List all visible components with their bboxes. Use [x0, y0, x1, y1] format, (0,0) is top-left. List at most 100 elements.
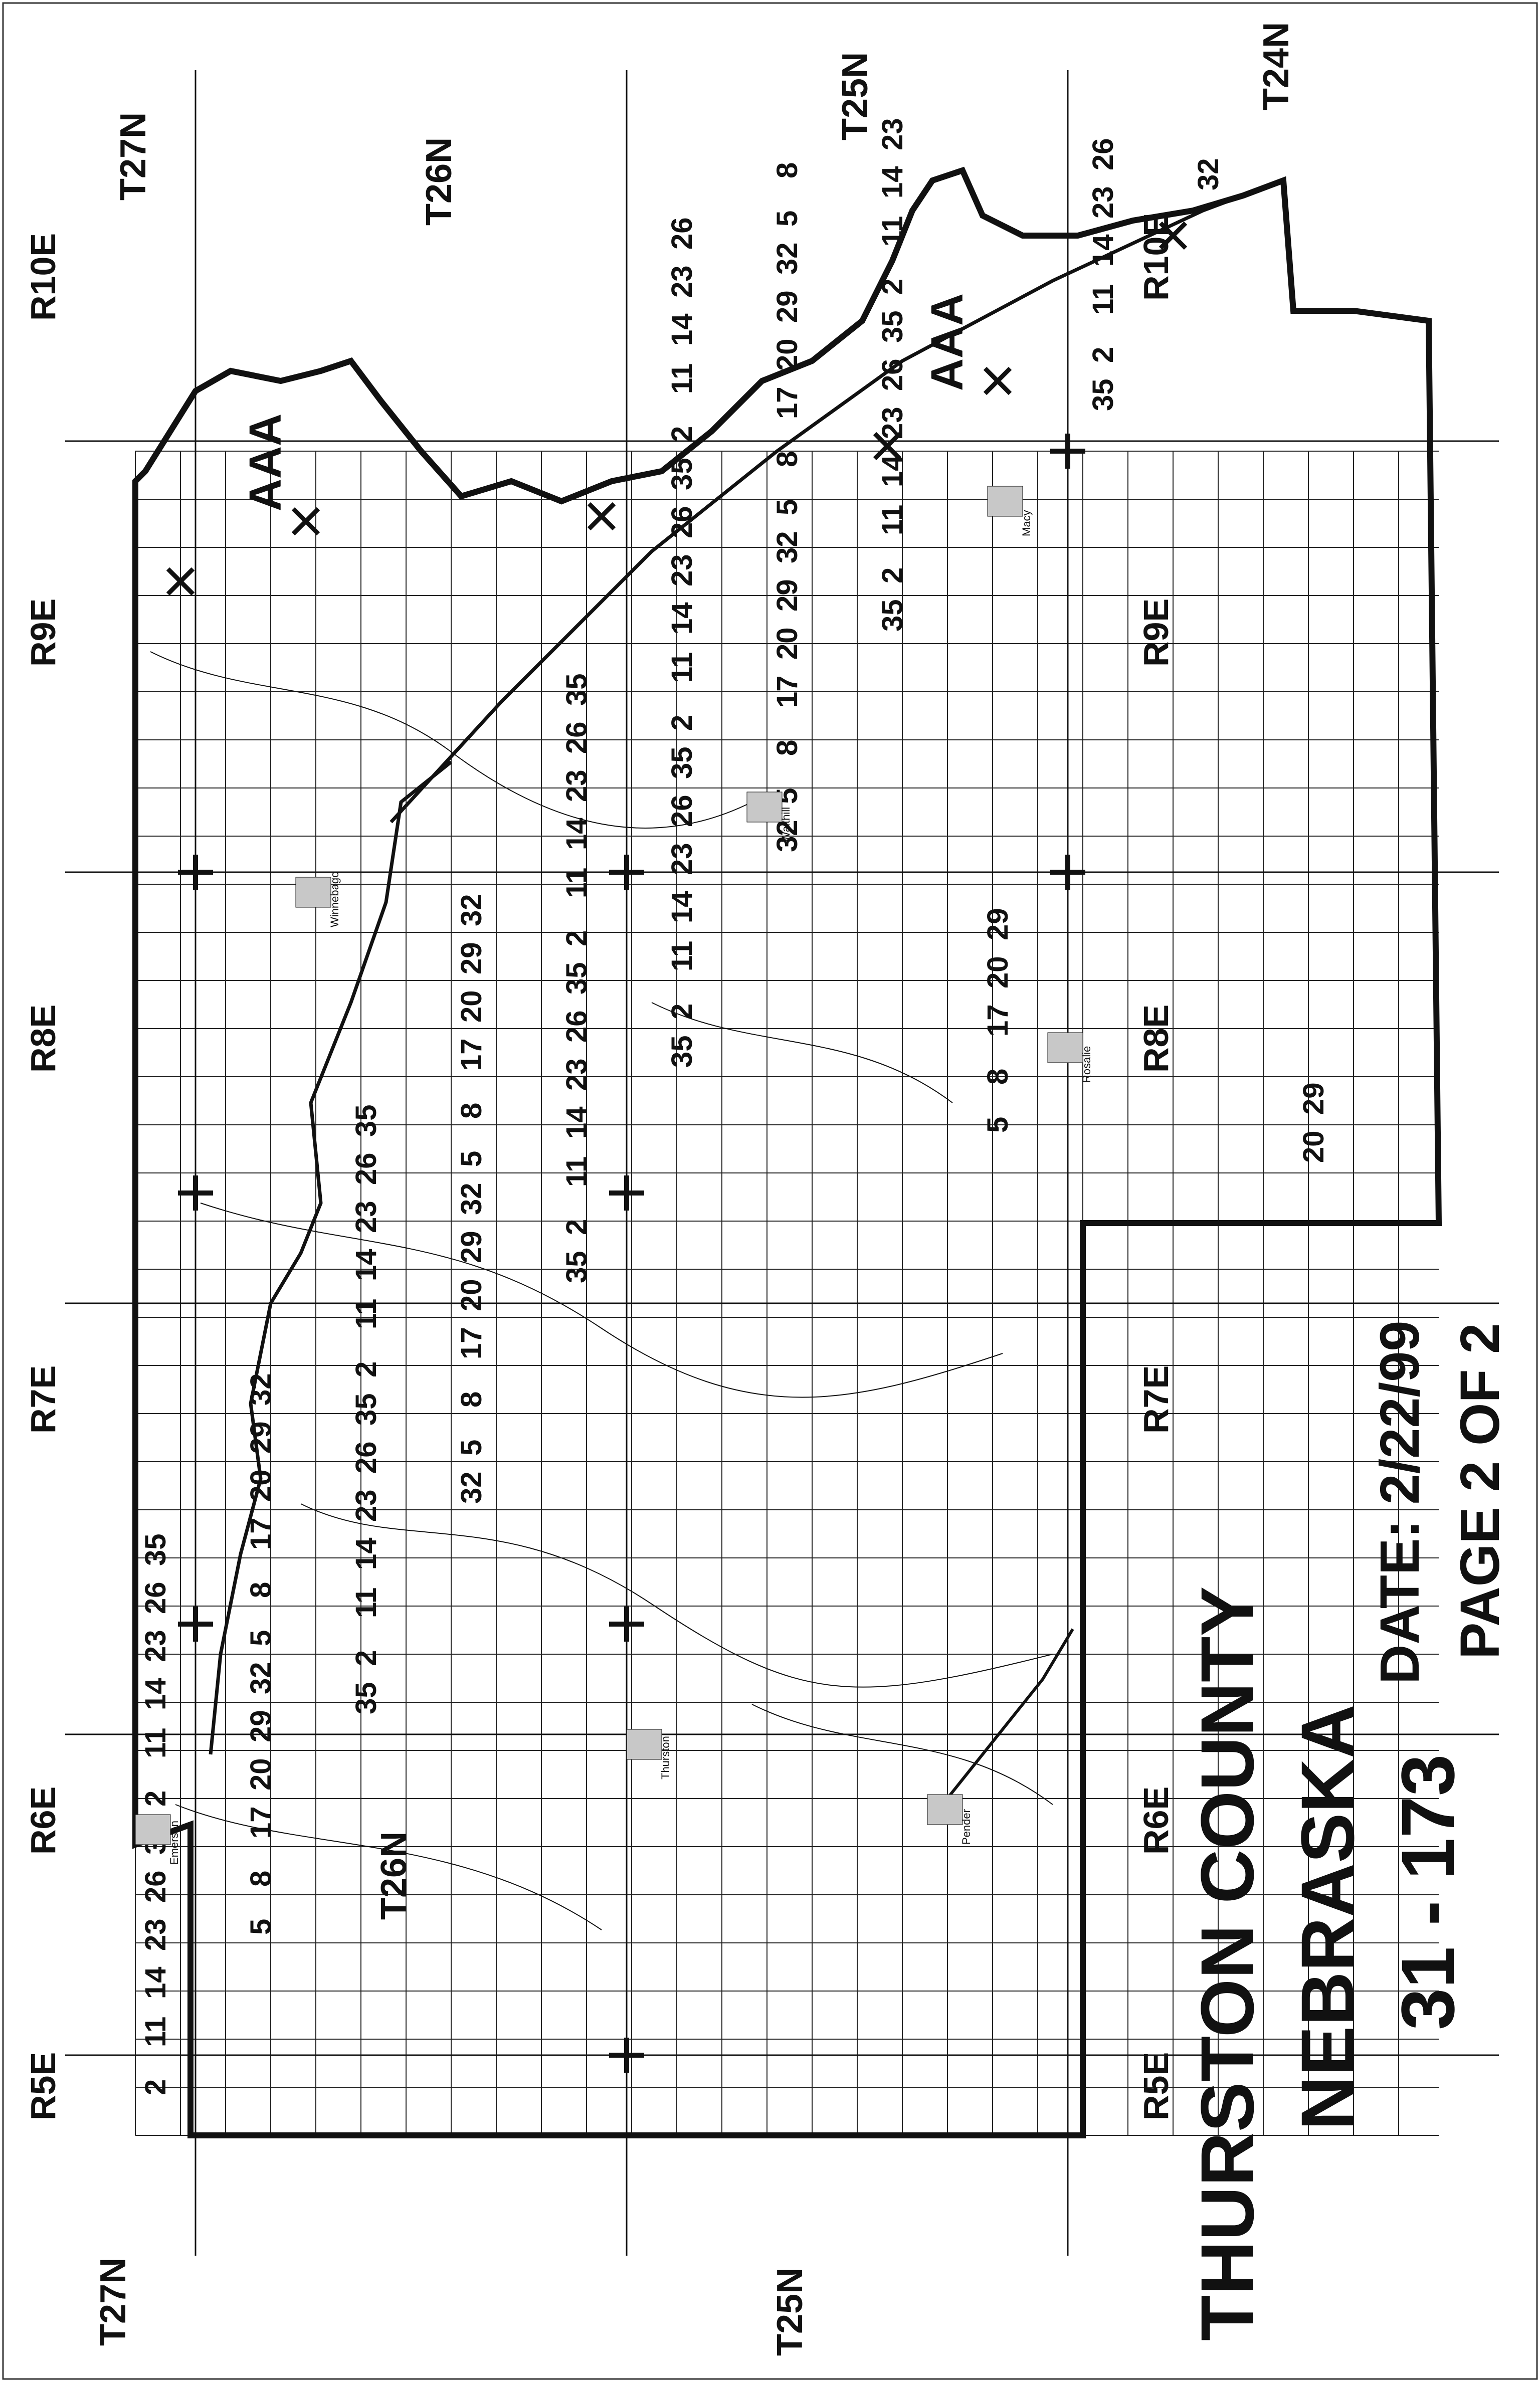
- x-marker: [873, 432, 902, 461]
- streams: [150, 651, 1053, 1930]
- section-number: 35: [350, 1682, 382, 1714]
- township-label-top: T26N: [419, 137, 459, 226]
- section-number: 26: [876, 358, 909, 391]
- section-number: 26: [350, 1152, 382, 1185]
- section-number: 23: [1087, 186, 1119, 219]
- aaa-marker-text: AAA: [241, 414, 291, 511]
- section-number: 32: [771, 820, 804, 852]
- section-number: 2: [139, 1791, 172, 1807]
- section-number: 29: [771, 290, 804, 323]
- section-number: 20: [1297, 1130, 1330, 1163]
- section-number: 5: [455, 1440, 488, 1456]
- section-number: 8: [982, 1069, 1014, 1085]
- section-number: 35: [350, 1393, 382, 1426]
- town-label: Winnebago: [328, 872, 341, 927]
- township-label-top: T27N: [113, 112, 153, 201]
- town-area: [927, 1794, 963, 1825]
- section-number: 32: [455, 1182, 488, 1215]
- township-label-top: T25N: [835, 52, 875, 140]
- x-marker: [291, 507, 320, 536]
- range-label-bottom: R6E: [1136, 1787, 1176, 1855]
- section-number: 5: [771, 499, 804, 515]
- section-number: 26: [560, 1010, 593, 1043]
- town-areas: Emerson Thurston Pender Winnebago Walthill Ro…: [135, 486, 1093, 1865]
- section-number: 8: [455, 1103, 488, 1119]
- section-number: 11: [666, 941, 698, 971]
- section-number: 8: [245, 1582, 277, 1598]
- range-label-bottom: R5E: [1136, 2052, 1176, 2120]
- section-number: 17: [455, 1038, 488, 1071]
- section-number: 17: [455, 1327, 488, 1359]
- county-code: 31 - 173: [1386, 1754, 1470, 2030]
- section-number: 35: [1087, 378, 1119, 411]
- section-number: 5: [455, 1151, 488, 1167]
- section-number: 29: [455, 942, 488, 974]
- section-number: 14: [350, 1537, 382, 1570]
- section-number: 2: [350, 1650, 382, 1666]
- town-label: Walthill: [780, 807, 792, 842]
- section-number: 23: [666, 265, 698, 298]
- section-number: 14: [350, 1249, 382, 1281]
- township-label-top: T24N: [1256, 22, 1296, 110]
- range-label-bottom: R9E: [1136, 599, 1176, 667]
- town-area: [626, 1729, 662, 1760]
- section-number: 20: [771, 338, 804, 371]
- section-number: 11: [139, 1728, 172, 1758]
- section-number: 11: [350, 1299, 382, 1329]
- section-number: 14: [139, 1966, 172, 1999]
- section-number: 2: [666, 1004, 698, 1020]
- section-number: 20: [455, 1279, 488, 1311]
- section-number: 32: [771, 531, 804, 563]
- title-county: THURSTON COUNTY: [1185, 1586, 1269, 2341]
- section-number: 23: [560, 1058, 593, 1091]
- range-label-top: R8E: [24, 1005, 63, 1073]
- map-labels: R5E R6E R7E R8E R9E R10E R5E R6E R7E R8E R9E R10E T2…: [24, 22, 1511, 2356]
- section-number: 11: [139, 2017, 172, 2047]
- section-number: 17: [982, 1004, 1014, 1037]
- section-number: 17: [245, 1517, 277, 1550]
- section-number: 17: [245, 1806, 277, 1839]
- section-number: 23: [139, 1630, 172, 1662]
- x-marker: [166, 567, 195, 596]
- section-number: 26: [666, 217, 698, 250]
- section-number: 14: [666, 313, 698, 346]
- section-number: 23: [350, 1489, 382, 1522]
- section-number: 26: [560, 721, 593, 754]
- section-number: 5: [245, 1630, 277, 1646]
- map-date: DATE: 2/22/99: [1369, 1321, 1431, 1684]
- section-number: 29: [771, 579, 804, 612]
- section-number: 20: [245, 1758, 277, 1791]
- section-number: 23: [876, 407, 909, 439]
- section-numbers: 2 11 14 23 26 35 2 11 14 23 26 35 5 8 17 20 29 32 5 8 17 20 29…: [139, 118, 1330, 2095]
- highway-9: [941, 1628, 1074, 1806]
- section-number: 35: [666, 746, 698, 779]
- section-number: 2: [1087, 347, 1119, 363]
- section-number: 14: [666, 891, 698, 923]
- section-number: 23: [560, 769, 593, 802]
- section-number: 2: [666, 426, 698, 442]
- section-number: 29: [245, 1710, 277, 1742]
- section-number: 32: [1192, 158, 1225, 190]
- section-number: 20: [245, 1469, 277, 1502]
- section-number: 2: [876, 567, 909, 583]
- town-area: [746, 791, 783, 823]
- section-number: 2: [139, 2079, 172, 2095]
- section-number: 26: [1087, 138, 1119, 170]
- township-label-left: T27N: [93, 2258, 133, 2346]
- section-number: 11: [560, 868, 593, 898]
- section-number: 11: [666, 363, 698, 394]
- range-label-top: R7E: [24, 1365, 63, 1434]
- section-number: 35: [666, 458, 698, 490]
- x-marker: [1159, 221, 1188, 250]
- town-area: [987, 486, 1023, 517]
- page-number: PAGE 2 OF 2: [1449, 1323, 1511, 1659]
- section-number: 14: [1087, 234, 1119, 267]
- town-label: Thurston: [659, 1736, 672, 1779]
- town-area: [1047, 1032, 1083, 1063]
- range-label-top: R6E: [24, 1787, 63, 1855]
- section-number: 35: [876, 310, 909, 343]
- range-label-top: R10E: [24, 233, 63, 321]
- section-number: 35: [876, 599, 909, 632]
- section-number: 35: [139, 1533, 172, 1566]
